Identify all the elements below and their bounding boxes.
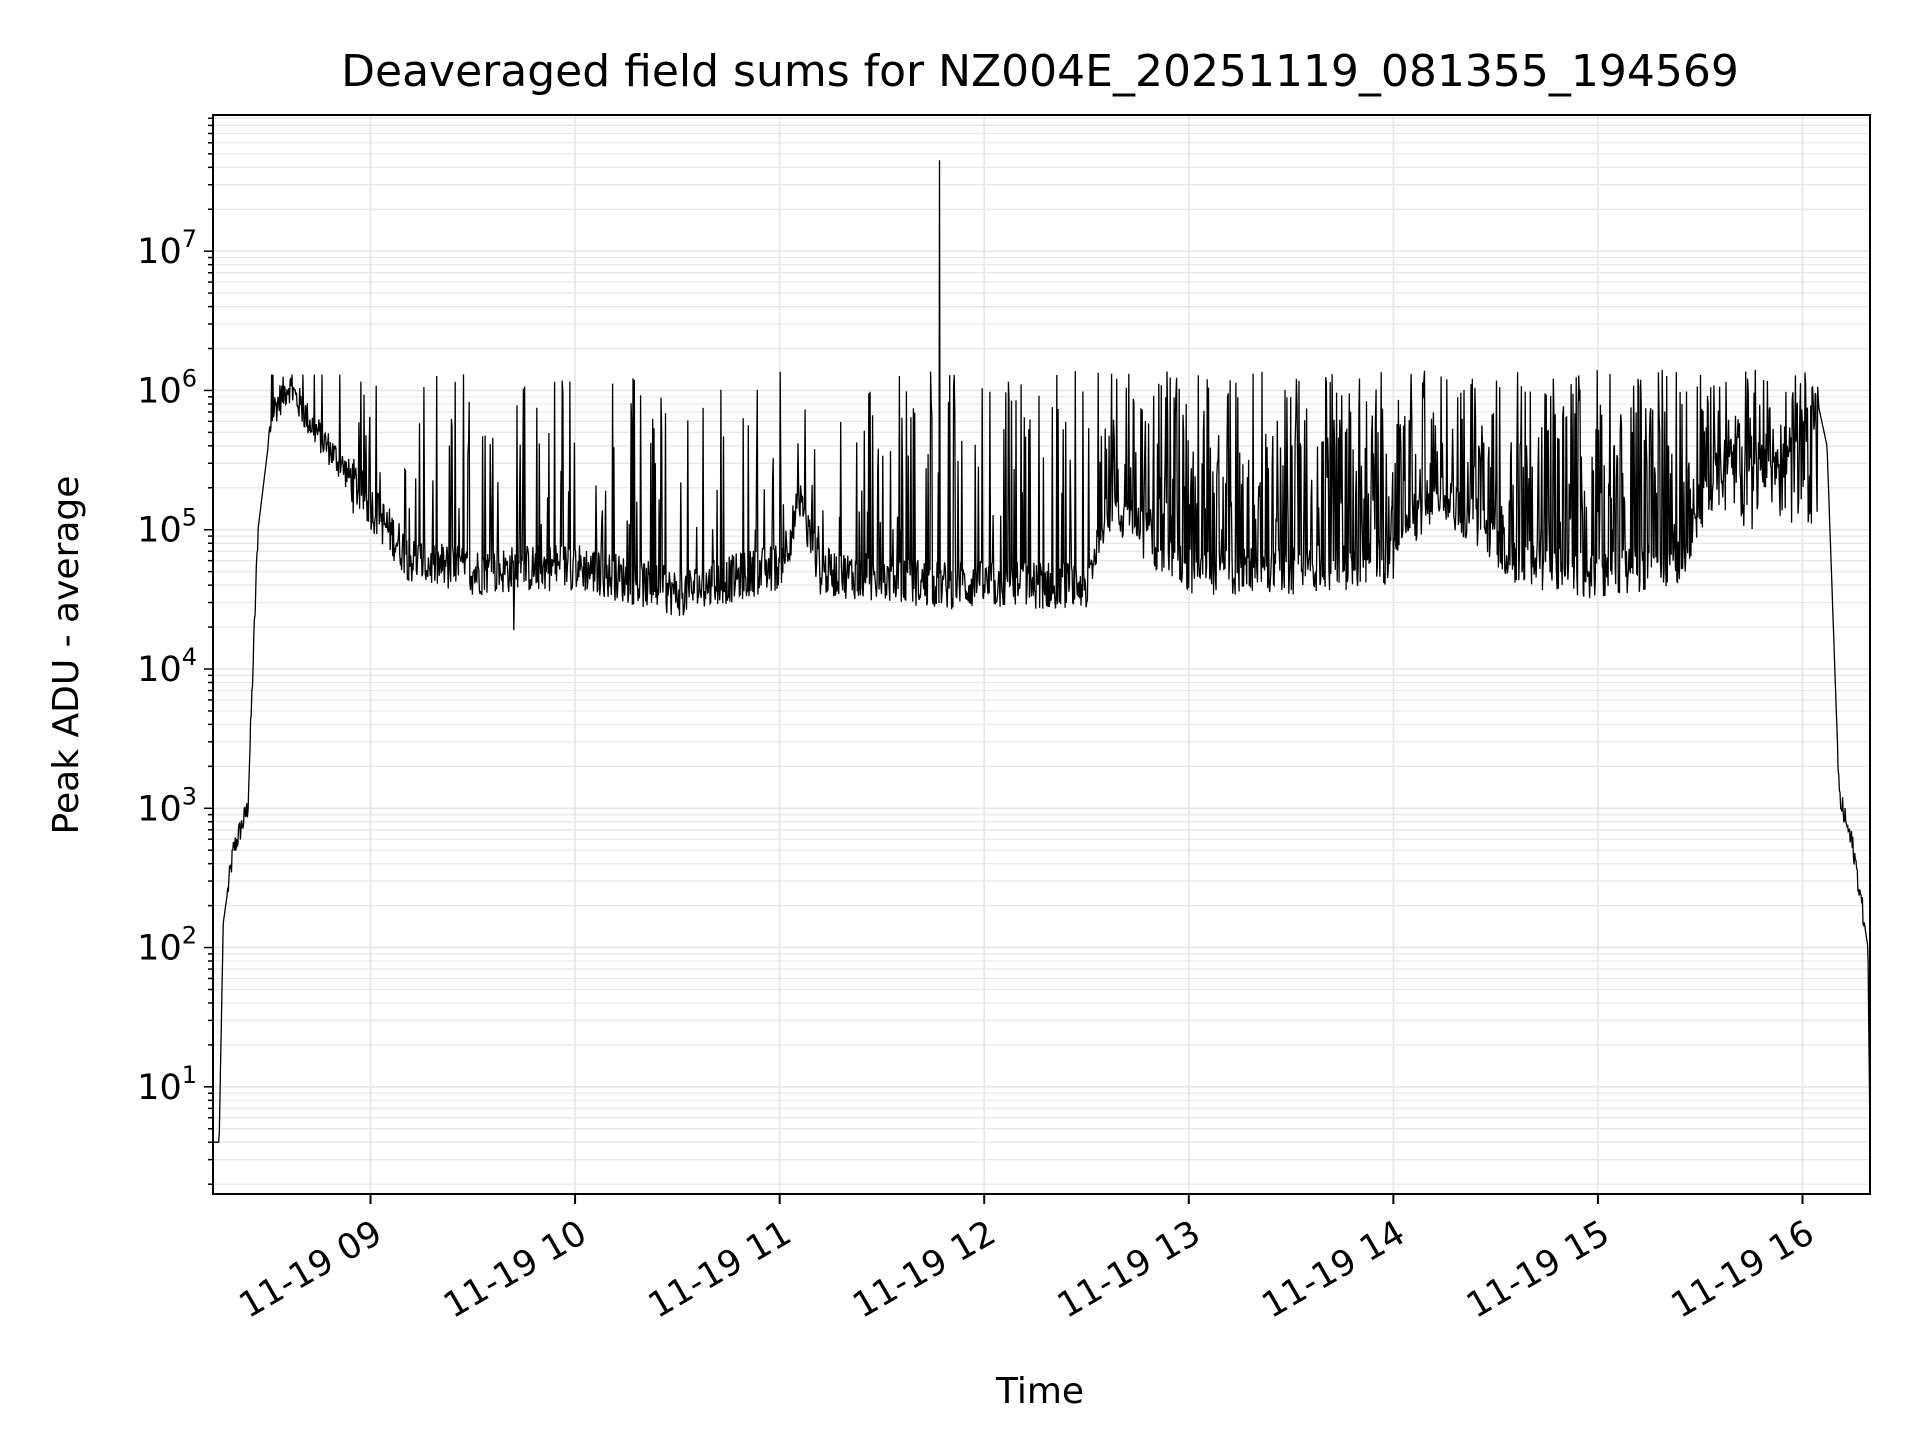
y-tick-label: 105 — [137, 504, 197, 551]
y-tick-label: 101 — [137, 1061, 197, 1108]
y-tick-label: 106 — [137, 364, 197, 411]
y-tick-label: 102 — [137, 922, 197, 969]
series-line — [213, 160, 1870, 1143]
x-axis-label: Time — [995, 1371, 1084, 1412]
y-tick-label: 103 — [137, 782, 197, 829]
plot-frame — [212, 114, 1871, 1195]
y-tick-label: 104 — [137, 643, 197, 690]
plot-area — [213, 160, 1870, 1143]
chart-title: Deaveraged field sums for NZ004E_2025111… — [341, 46, 1739, 97]
y-axis-label: Peak ADU - average — [46, 476, 87, 835]
y-tick-label: 107 — [137, 225, 197, 272]
